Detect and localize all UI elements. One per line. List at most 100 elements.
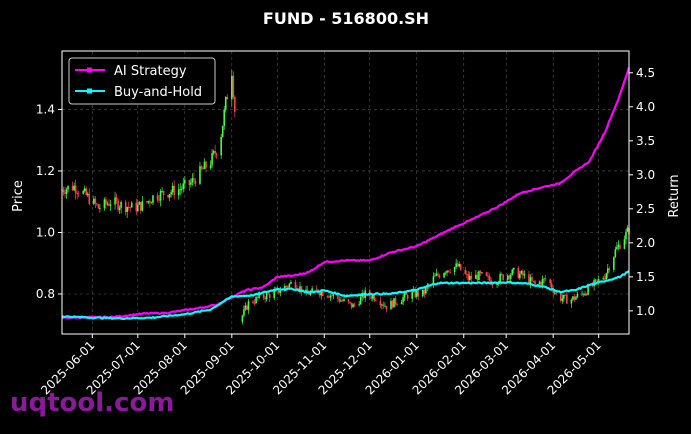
candle-body: [597, 279, 600, 281]
candle-body: [531, 277, 533, 281]
candle-body: [256, 296, 259, 298]
candle-body: [188, 180, 191, 185]
candle-body: [411, 291, 414, 299]
candle-body: [444, 272, 447, 274]
candle-body: [265, 293, 268, 300]
candle-body: [288, 283, 291, 287]
candle-body: [243, 309, 245, 316]
candle-body: [108, 203, 110, 206]
candle-body: [349, 302, 351, 303]
candle-body: [566, 294, 568, 304]
candle-body: [205, 161, 207, 168]
candle-body: [381, 304, 383, 306]
candle-body: [118, 207, 121, 210]
candle-body: [603, 278, 606, 280]
candle-body: [469, 275, 471, 280]
candle-body: [158, 199, 160, 201]
candle-body: [273, 290, 276, 298]
candle-body: [488, 276, 491, 281]
candle-body: [385, 305, 388, 310]
candle-body: [476, 274, 479, 281]
candle-body: [491, 284, 494, 286]
candle-body: [449, 271, 451, 273]
candle-body: [496, 284, 498, 286]
candle-body: [375, 300, 377, 302]
candle-body: [320, 291, 323, 296]
candle-body: [311, 288, 313, 292]
candle-body: [141, 201, 144, 211]
candle-body: [584, 293, 586, 296]
candle-body: [608, 268, 611, 270]
candle-body: [93, 198, 95, 204]
candle-body: [67, 185, 69, 190]
candle-body: [561, 298, 564, 301]
candle-body: [456, 263, 459, 267]
candle-body: [190, 182, 192, 185]
left-axis-label: Price: [11, 180, 26, 212]
candle-body: [294, 281, 297, 288]
candle-body: [162, 190, 165, 196]
legend-bh-marker: [87, 88, 92, 94]
candle-body: [262, 293, 265, 298]
candle-body: [541, 278, 544, 286]
candle-body: [511, 269, 514, 275]
candle-body: [114, 197, 116, 205]
return-lines: [61, 67, 631, 320]
candle-body: [414, 289, 417, 297]
candle-body: [202, 168, 204, 170]
candle-body: [350, 302, 353, 308]
candle-body: [97, 204, 100, 209]
candle-body: [105, 199, 107, 205]
candle-body: [106, 203, 109, 205]
candle-body: [390, 300, 392, 310]
candle-body: [435, 273, 438, 276]
candle-body: [528, 274, 530, 284]
candle-body: [587, 285, 589, 295]
candle-body: [279, 290, 282, 293]
candle-body: [127, 207, 130, 208]
candle-body: [285, 285, 288, 287]
candle-body: [517, 267, 520, 279]
candle-body: [203, 161, 206, 170]
candle-body: [76, 193, 78, 195]
candle-body: [455, 263, 457, 267]
candle-body: [626, 227, 629, 232]
candle-body: [478, 271, 480, 281]
candle-body: [340, 300, 342, 302]
candle-body: [425, 287, 427, 294]
candle-body: [173, 185, 175, 196]
right-tick-label: 1.0: [636, 304, 655, 318]
right-axis-label: Return: [667, 174, 682, 217]
candle-body: [241, 315, 244, 322]
candle-body: [147, 200, 150, 203]
right-axis-ticks: 1.0 1.5 2.0 2.5 3.0 3.5 4.0 4.5: [629, 66, 655, 318]
buy-and-hold-line: [61, 270, 630, 320]
candle-body: [168, 194, 171, 198]
candle-body: [393, 298, 395, 308]
candle-body: [417, 291, 420, 297]
candle-body: [332, 294, 335, 296]
candle-body: [559, 293, 562, 301]
candle-body: [446, 270, 448, 273]
candle-body: [575, 297, 577, 300]
candle-body: [475, 274, 477, 279]
candle-body: [502, 274, 504, 280]
candle-body: [315, 288, 318, 290]
candle-body: [94, 198, 97, 204]
candle-body: [529, 277, 532, 284]
candle-body: [287, 286, 289, 288]
candle-body: [211, 153, 213, 166]
candle-body: [464, 270, 467, 274]
candle-body: [183, 180, 186, 184]
candle-body: [487, 275, 489, 277]
candle-body: [576, 293, 579, 298]
candle-body: [540, 281, 542, 286]
candle-body: [353, 304, 356, 306]
candle-body: [115, 197, 118, 201]
candle-body: [252, 301, 254, 303]
candle-body: [555, 292, 558, 294]
candle-body: [244, 305, 247, 310]
candle-body: [232, 75, 235, 98]
candle-body: [299, 286, 301, 291]
candle-body: [485, 272, 488, 276]
